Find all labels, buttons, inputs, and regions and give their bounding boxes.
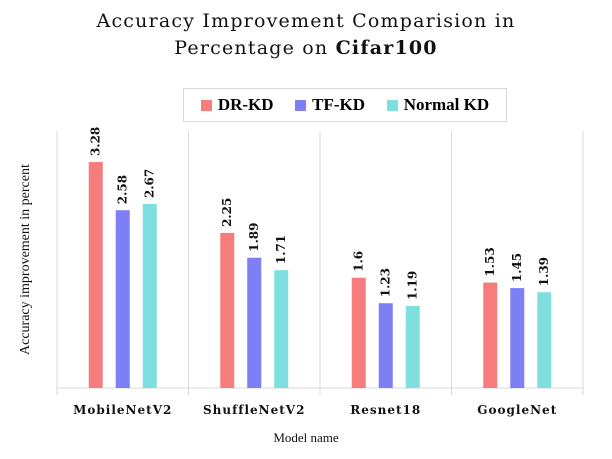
data-label-dr-kd-mobilenetv2: 3.28: [89, 127, 103, 156]
bar-dr-kd-googlenet: [483, 282, 498, 388]
bar-tf-kd-shufflenetv2: [247, 257, 262, 388]
bar-dr-kd-resnet18: [351, 277, 366, 388]
data-label-normal-kd-mobilenetv2: 2.67: [143, 169, 157, 198]
data-label-tf-kd-googlenet: 1.45: [510, 253, 524, 282]
bar-dr-kd-shufflenetv2: [220, 232, 235, 388]
legend-label-dr-kd: DR-KD: [217, 95, 274, 114]
legend-swatch-normal-kd: [386, 99, 398, 111]
bar-tf-kd-mobilenetv2: [115, 210, 130, 388]
data-label-normal-kd-resnet18: 1.19: [406, 271, 420, 300]
legend-swatch-tf-kd: [295, 99, 307, 111]
data-label-normal-kd-shufflenetv2: 1.71: [274, 235, 288, 264]
data-label-tf-kd-mobilenetv2: 2.58: [116, 175, 130, 204]
x-tick-label-resnet18: Resnet18: [350, 403, 421, 417]
data-label-dr-kd-googlenet: 1.53: [483, 247, 497, 276]
chart-title-line-2: Percentage on Cifar100: [0, 35, 612, 62]
legend-swatch-dr-kd: [200, 99, 212, 111]
legend-label-normal-kd: Normal KD: [403, 95, 490, 114]
x-tick-label-mobilenetv2: MobileNetV2: [73, 403, 172, 417]
data-label-dr-kd-resnet18: 1.6: [352, 251, 366, 272]
chart-title: Accuracy Improvement Comparision in Perc…: [0, 8, 612, 62]
x-tick-label-googlenet: GoogleNet: [477, 403, 557, 417]
data-label-tf-kd-shufflenetv2: 1.89: [247, 223, 261, 252]
data-label-tf-kd-resnet18: 1.23: [379, 268, 393, 297]
chart-title-prefix: Percentage on: [174, 37, 329, 59]
chart-title-line-1: Accuracy Improvement Comparision in: [96, 10, 516, 32]
legend-item-normal-kd: Normal KD: [386, 95, 490, 115]
legend-label-tf-kd: TF-KD: [312, 95, 366, 114]
data-label-dr-kd-shufflenetv2: 2.25: [220, 198, 234, 227]
bar-normal-kd-resnet18: [405, 305, 420, 388]
x-axis-label: Model name: [273, 430, 339, 445]
bar-normal-kd-shufflenetv2: [274, 270, 289, 388]
bar-tf-kd-resnet18: [378, 303, 393, 388]
bar-normal-kd-googlenet: [537, 292, 552, 388]
bar-tf-kd-googlenet: [510, 288, 525, 388]
bar-dr-kd-mobilenetv2: [88, 161, 103, 388]
legend-item-dr-kd: DR-KD: [200, 95, 274, 115]
data-label-normal-kd-googlenet: 1.39: [537, 257, 551, 286]
bar-normal-kd-mobilenetv2: [142, 203, 157, 388]
legend: DR-KD TF-KD Normal KD: [183, 88, 507, 122]
legend-item-tf-kd: TF-KD: [295, 95, 365, 115]
chart-title-dataset: Cifar100: [335, 37, 438, 59]
x-tick-label-shufflenetv2: ShuffleNetV2: [203, 403, 305, 417]
